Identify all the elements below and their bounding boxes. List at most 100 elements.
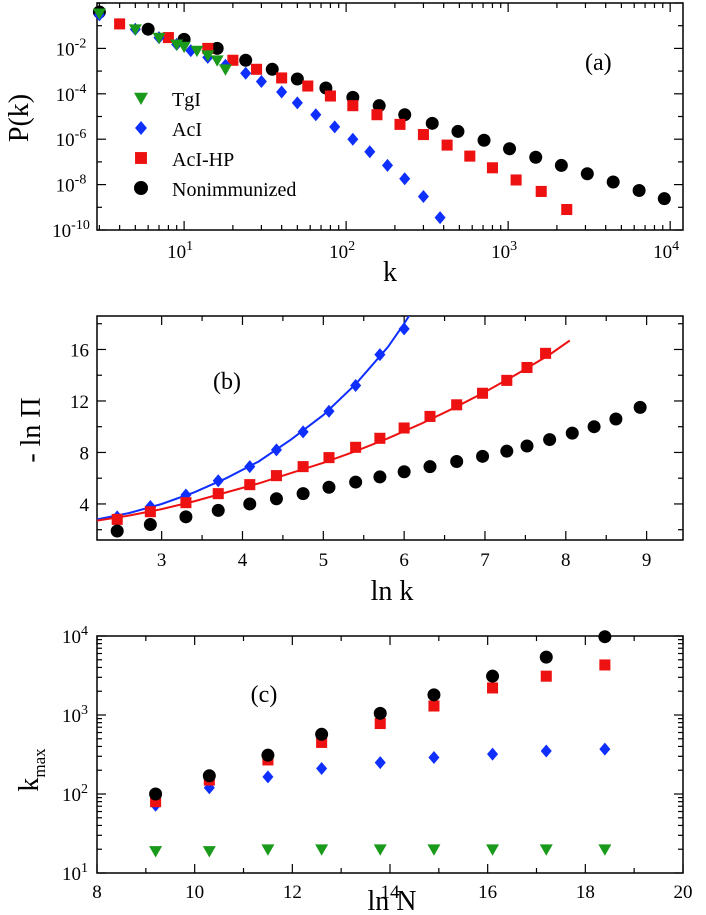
data-point xyxy=(424,410,436,422)
data-point xyxy=(244,460,256,474)
fit-line-aci-hp xyxy=(97,339,571,522)
panel-a-ticks: 101 102 103 104 10-10 10-8 10-6 10-4 10-2 xyxy=(52,2,683,263)
data-point xyxy=(270,443,282,457)
data-point xyxy=(450,454,464,468)
panel-c-ticks: 8 10 12 14 16 18 20 101 102 103 104 xyxy=(62,624,693,903)
data-point xyxy=(114,18,126,30)
data-point xyxy=(144,506,156,518)
data-point xyxy=(427,844,441,856)
panel-b-frame xyxy=(96,315,684,541)
data-point xyxy=(323,404,335,418)
data-point xyxy=(417,129,429,141)
x-tick-label: 8 xyxy=(92,882,102,903)
data-point xyxy=(210,41,224,55)
panel-c-ylabel-sub: max xyxy=(30,748,49,778)
data-point xyxy=(372,99,386,113)
data-point xyxy=(315,844,329,856)
data-point xyxy=(316,762,328,776)
data-point xyxy=(503,142,517,156)
data-point xyxy=(434,211,446,225)
data-point xyxy=(477,133,491,147)
y-tick-label: 10-8 xyxy=(56,173,87,197)
x-tick-label: 4 xyxy=(238,550,248,571)
data-point xyxy=(150,796,162,808)
panel-c-xlabel: ln N xyxy=(368,886,417,915)
series-tgi xyxy=(149,844,612,858)
x-tick-label: 10 xyxy=(185,882,204,903)
data-point xyxy=(329,120,341,134)
data-point xyxy=(464,150,476,162)
data-point xyxy=(476,449,490,463)
data-point xyxy=(441,139,453,151)
data-point xyxy=(427,688,441,702)
data-point xyxy=(374,432,386,444)
panel-a-legend: TgI AcI AcI-HP Nonimmunized xyxy=(134,89,296,201)
data-point xyxy=(540,347,552,359)
data-point xyxy=(371,109,383,121)
x-tick-label: 103 xyxy=(491,239,517,263)
series-aci xyxy=(150,742,611,812)
x-tick-label: 102 xyxy=(329,239,355,263)
panel-c-marks xyxy=(149,630,612,858)
data-point xyxy=(539,844,553,856)
y-tick-label: 12 xyxy=(70,392,89,413)
panel-c-ylabel: kmax xyxy=(14,748,49,792)
data-point xyxy=(423,460,437,474)
data-point xyxy=(417,189,429,203)
data-point xyxy=(381,158,394,172)
data-point xyxy=(179,510,193,524)
panel-a-ylabel: P(k) xyxy=(4,94,35,142)
data-point xyxy=(609,412,623,426)
panel-c-label: (c) xyxy=(251,682,278,708)
data-point xyxy=(211,503,225,517)
data-point xyxy=(561,203,573,216)
legend-marker xyxy=(134,92,148,105)
panel-c-ylabel-main: k xyxy=(14,778,45,792)
data-point xyxy=(451,124,465,138)
data-point xyxy=(373,844,387,856)
data-point xyxy=(487,747,499,761)
legend-marker xyxy=(135,152,147,164)
data-point xyxy=(428,750,440,764)
data-point xyxy=(373,470,387,484)
data-point xyxy=(212,474,224,488)
data-point xyxy=(276,85,288,99)
data-point xyxy=(310,108,322,122)
series-nonimmunized xyxy=(110,400,647,538)
data-point xyxy=(290,72,304,86)
data-point xyxy=(599,659,611,671)
data-point xyxy=(141,22,155,36)
data-point xyxy=(500,444,514,458)
data-point xyxy=(201,50,215,62)
data-point xyxy=(521,361,533,374)
data-point xyxy=(510,174,522,186)
x-tick-label: 7 xyxy=(480,550,490,571)
data-point xyxy=(92,8,106,20)
data-point xyxy=(202,769,216,783)
data-point xyxy=(347,100,359,112)
data-point xyxy=(202,42,214,54)
data-point xyxy=(428,700,440,712)
data-point xyxy=(251,63,263,75)
data-point xyxy=(297,425,309,439)
data-point xyxy=(261,748,275,762)
data-point xyxy=(296,487,310,501)
data-point xyxy=(227,54,239,66)
data-point xyxy=(349,475,363,489)
data-point xyxy=(633,400,647,414)
data-point xyxy=(554,158,568,172)
data-point xyxy=(394,118,406,130)
data-point xyxy=(486,669,500,683)
y-tick-label: 16 xyxy=(70,340,89,361)
legend-marker xyxy=(134,181,148,195)
panel-a-xlabel: k xyxy=(383,257,397,288)
x-tick-label: 16 xyxy=(478,882,497,903)
data-point xyxy=(598,630,612,644)
data-point xyxy=(374,348,386,362)
data-point xyxy=(243,497,257,511)
data-point xyxy=(374,756,386,770)
legend-label: TgI xyxy=(172,89,201,111)
x-tick-label: 5 xyxy=(319,550,329,571)
data-point xyxy=(152,32,166,45)
panel-a-label: (a) xyxy=(585,50,612,76)
